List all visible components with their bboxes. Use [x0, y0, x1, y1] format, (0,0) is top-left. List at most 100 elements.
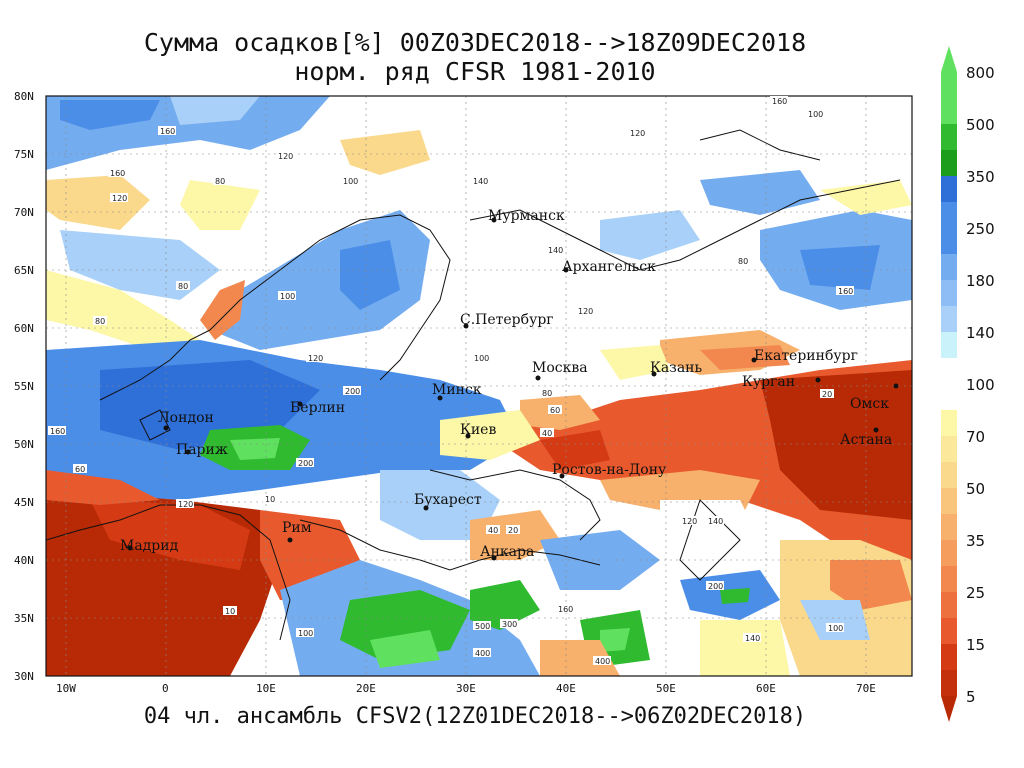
city-arkhangelsk: Архангельск [562, 259, 656, 275]
contour-label: 200 [296, 458, 314, 468]
svg-text:Анкара: Анкара [480, 544, 534, 560]
contour-label: 500 [473, 621, 491, 631]
city-astana: Астана [840, 427, 892, 448]
svg-text:140: 140 [745, 634, 760, 643]
svg-text:Омск: Омск [850, 396, 889, 412]
colorbar-swatch [941, 436, 957, 462]
lon-tick: 30E [456, 682, 476, 695]
svg-text:100: 100 [828, 624, 843, 633]
svg-text:20: 20 [822, 390, 832, 399]
svg-text:60: 60 [75, 465, 85, 474]
map-title-line2: норм. ряд CFSR 1981-2010 [294, 57, 656, 86]
city-moscow: Москва [532, 360, 588, 381]
svg-text:Париж: Париж [176, 442, 228, 458]
contour-label: 120 [628, 128, 646, 138]
svg-text:140: 140 [708, 517, 723, 526]
colorbar-label: 5 [966, 688, 976, 706]
contour-label: 120 [680, 516, 698, 526]
contour-label: 100 [278, 291, 296, 301]
city-kazan: Казань [650, 360, 702, 377]
contour-label: 100 [826, 623, 844, 633]
city-murmansk: Мурманск [488, 208, 565, 224]
svg-text:120: 120 [630, 129, 645, 138]
coastlines [46, 129, 901, 641]
colorbar-arrow-down [941, 696, 957, 722]
colorbar-label: 50 [966, 480, 985, 498]
contour-label: 20 [506, 525, 520, 535]
colorbar-label: 250 [966, 220, 995, 238]
svg-text:200: 200 [708, 582, 723, 591]
contour-label: 100 [341, 176, 359, 186]
contour-label: 140 [706, 516, 724, 526]
svg-text:80: 80 [215, 177, 225, 186]
svg-text:Рим: Рим [282, 520, 312, 536]
svg-text:160: 160 [110, 169, 125, 178]
colorbar-swatch [941, 670, 957, 696]
svg-text:Мурманск: Мурманск [488, 208, 565, 224]
colorbar-swatch [941, 176, 957, 202]
svg-text:100: 100 [280, 292, 295, 301]
svg-text:80: 80 [542, 389, 552, 398]
contour-label: 10 [223, 606, 237, 616]
map-title-line1: Сумма осадков[%] 00Z03DEC2018-->18Z09DEC… [143, 28, 807, 57]
svg-text:400: 400 [475, 649, 490, 658]
lat-tick: 75N [14, 148, 34, 161]
svg-text:140: 140 [473, 177, 488, 186]
city-berlin: Берлин [290, 400, 345, 416]
colorbar-swatch [941, 280, 957, 306]
lat-tick: 45N [14, 496, 34, 509]
contour-label: 120 [176, 499, 194, 509]
contour-label: 80 [736, 256, 750, 266]
svg-text:200: 200 [345, 387, 360, 396]
colorbar: 800 500 350 250 180 140 100 70 50 35 25 … [941, 46, 995, 722]
colorbar-label: 180 [966, 272, 995, 290]
svg-text:Астана: Астана [840, 432, 892, 448]
svg-text:Архангельск: Архангельск [562, 259, 656, 275]
svg-text:160: 160 [160, 127, 175, 136]
lat-tick: 35N [14, 612, 34, 625]
colorbar-swatch [941, 644, 957, 670]
contour-labels: 160 160 120 160 120 80 120 100 140 80 80… [48, 96, 854, 666]
colorbar-label: 25 [966, 584, 985, 602]
contour-label: 60 [73, 464, 87, 474]
svg-text:120: 120 [178, 500, 193, 509]
colorbar-swatch [941, 514, 957, 540]
svg-text:80: 80 [738, 257, 748, 266]
lat-tick: 55N [14, 380, 34, 393]
svg-text:Казань: Казань [650, 360, 702, 376]
svg-text:120: 120 [308, 354, 323, 363]
contour-label: 160 [770, 96, 788, 106]
colorbar-swatch [941, 254, 957, 280]
contour-label: 80 [213, 176, 227, 186]
colorbar-swatch [941, 618, 957, 644]
city-madrid: Мадрид [120, 538, 179, 554]
lat-tick: 65N [14, 264, 34, 277]
contour-label: 400 [473, 648, 491, 658]
colorbar-label: 140 [966, 324, 995, 342]
contour-label: 160 [108, 168, 126, 178]
lat-tick: 50N [14, 438, 34, 451]
city-paris: Париж [176, 442, 228, 458]
svg-text:160: 160 [50, 427, 65, 436]
colorbar-swatch [941, 150, 957, 176]
colorbar-label: 100 [966, 376, 995, 394]
contour-label: 120 [110, 193, 128, 203]
svg-text:300: 300 [502, 620, 517, 629]
svg-text:Ростов-на-Дону: Ростов-на-Дону [552, 462, 667, 478]
city-rostov: Ростов-на-Дону [552, 462, 667, 479]
svg-text:140: 140 [548, 246, 563, 255]
contour-label: 40 [486, 525, 500, 535]
contour-label: 20 [820, 389, 834, 399]
city-labels: Мурманск Архангельск С.Петербург Москва … [120, 208, 899, 561]
contour-label: 100 [472, 353, 490, 363]
colorbar-label: 70 [966, 428, 985, 446]
colorbar-swatch [941, 72, 957, 124]
lat-tick: 30N [14, 670, 34, 683]
ensemble-caption: 04 чл. ансамбль CFSV2(12Z01DEC2018-->06Z… [143, 704, 807, 729]
svg-text:120: 120 [682, 517, 697, 526]
contour-label: 80 [93, 316, 107, 326]
contour-label: 140 [743, 633, 761, 643]
svg-text:Курган: Курган [742, 374, 795, 390]
svg-text:20: 20 [508, 526, 518, 535]
contour-label: 300 [500, 619, 518, 629]
